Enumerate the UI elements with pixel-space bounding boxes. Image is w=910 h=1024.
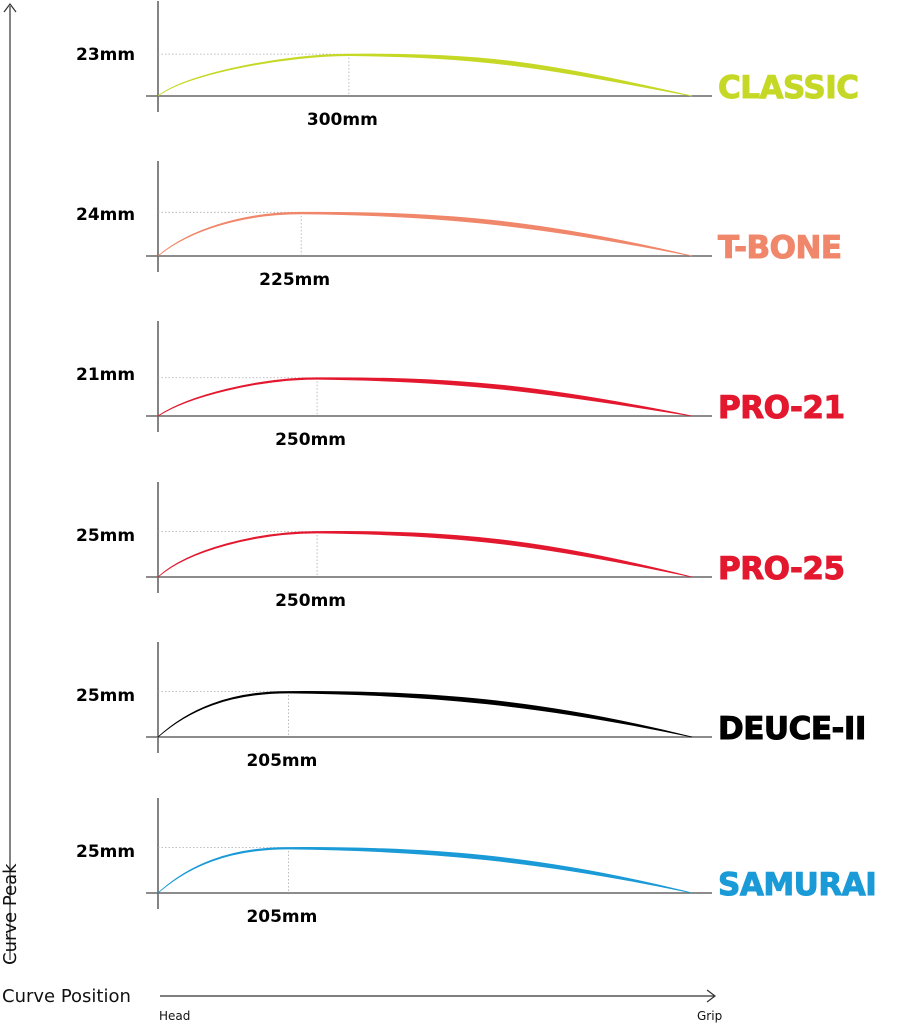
- curve-panel-classic: 23mm 300mm CLASSIC: [76, 1, 860, 130]
- y-axis-title: Curve Peak: [0, 863, 21, 965]
- peak-position-label: 300mm: [307, 110, 378, 130]
- model-name-label: PRO-21: [718, 390, 845, 426]
- curve-panel-deuce-ii: 25mm 205mm DEUCE-II: [76, 642, 867, 771]
- peak-height-label: 25mm: [76, 842, 135, 862]
- peak-height-label: 21mm: [76, 365, 135, 385]
- peak-position-label: 250mm: [275, 430, 346, 450]
- peak-height-label: 25mm: [76, 526, 135, 546]
- x-axis-end-label: Grip: [697, 1009, 722, 1023]
- model-name-label: T-BONE: [718, 230, 842, 266]
- model-name-label: CLASSIC: [718, 70, 859, 106]
- x-axis-start-label: Head: [159, 1009, 190, 1023]
- peak-height-label: 24mm: [76, 205, 135, 225]
- curve-panel-t-bone: 24mm 225mm T-BONE: [76, 161, 843, 290]
- peak-position-label: 250mm: [275, 591, 346, 611]
- curve-line-pro-25: [157, 531, 693, 578]
- peak-height-label: 25mm: [76, 686, 135, 706]
- curve-panels: 23mm 300mm CLASSIC 24mm 225mm T-BONE 21mm 250mm…: [76, 1, 877, 927]
- curve-panel-pro-25: 25mm 250mm PRO-25: [76, 482, 846, 611]
- peak-height-label: 23mm: [76, 45, 135, 65]
- curve-line-samurai: [157, 847, 693, 894]
- x-axis-arrow-icon: [706, 989, 716, 1003]
- curve-line-t-bone: [157, 211, 693, 257]
- peak-position-label: 205mm: [246, 907, 317, 927]
- y-axis-arrow-icon: [3, 3, 17, 13]
- curve-panel-pro-21: 21mm 250mm PRO-21: [76, 321, 846, 450]
- model-name-label: DEUCE-II: [718, 711, 866, 747]
- x-axis-title: Curve Position: [2, 986, 131, 1007]
- model-name-label: SAMURAI: [718, 867, 876, 903]
- peak-position-label: 225mm: [259, 270, 330, 290]
- curve-panel-samurai: 25mm 205mm SAMURAI: [76, 798, 877, 927]
- curve-line-classic: [157, 53, 693, 97]
- curve-line-pro-21: [157, 377, 693, 417]
- curve-line-deuce-ii: [157, 691, 693, 738]
- model-name-label: PRO-25: [718, 551, 845, 587]
- peak-position-label: 205mm: [246, 751, 317, 771]
